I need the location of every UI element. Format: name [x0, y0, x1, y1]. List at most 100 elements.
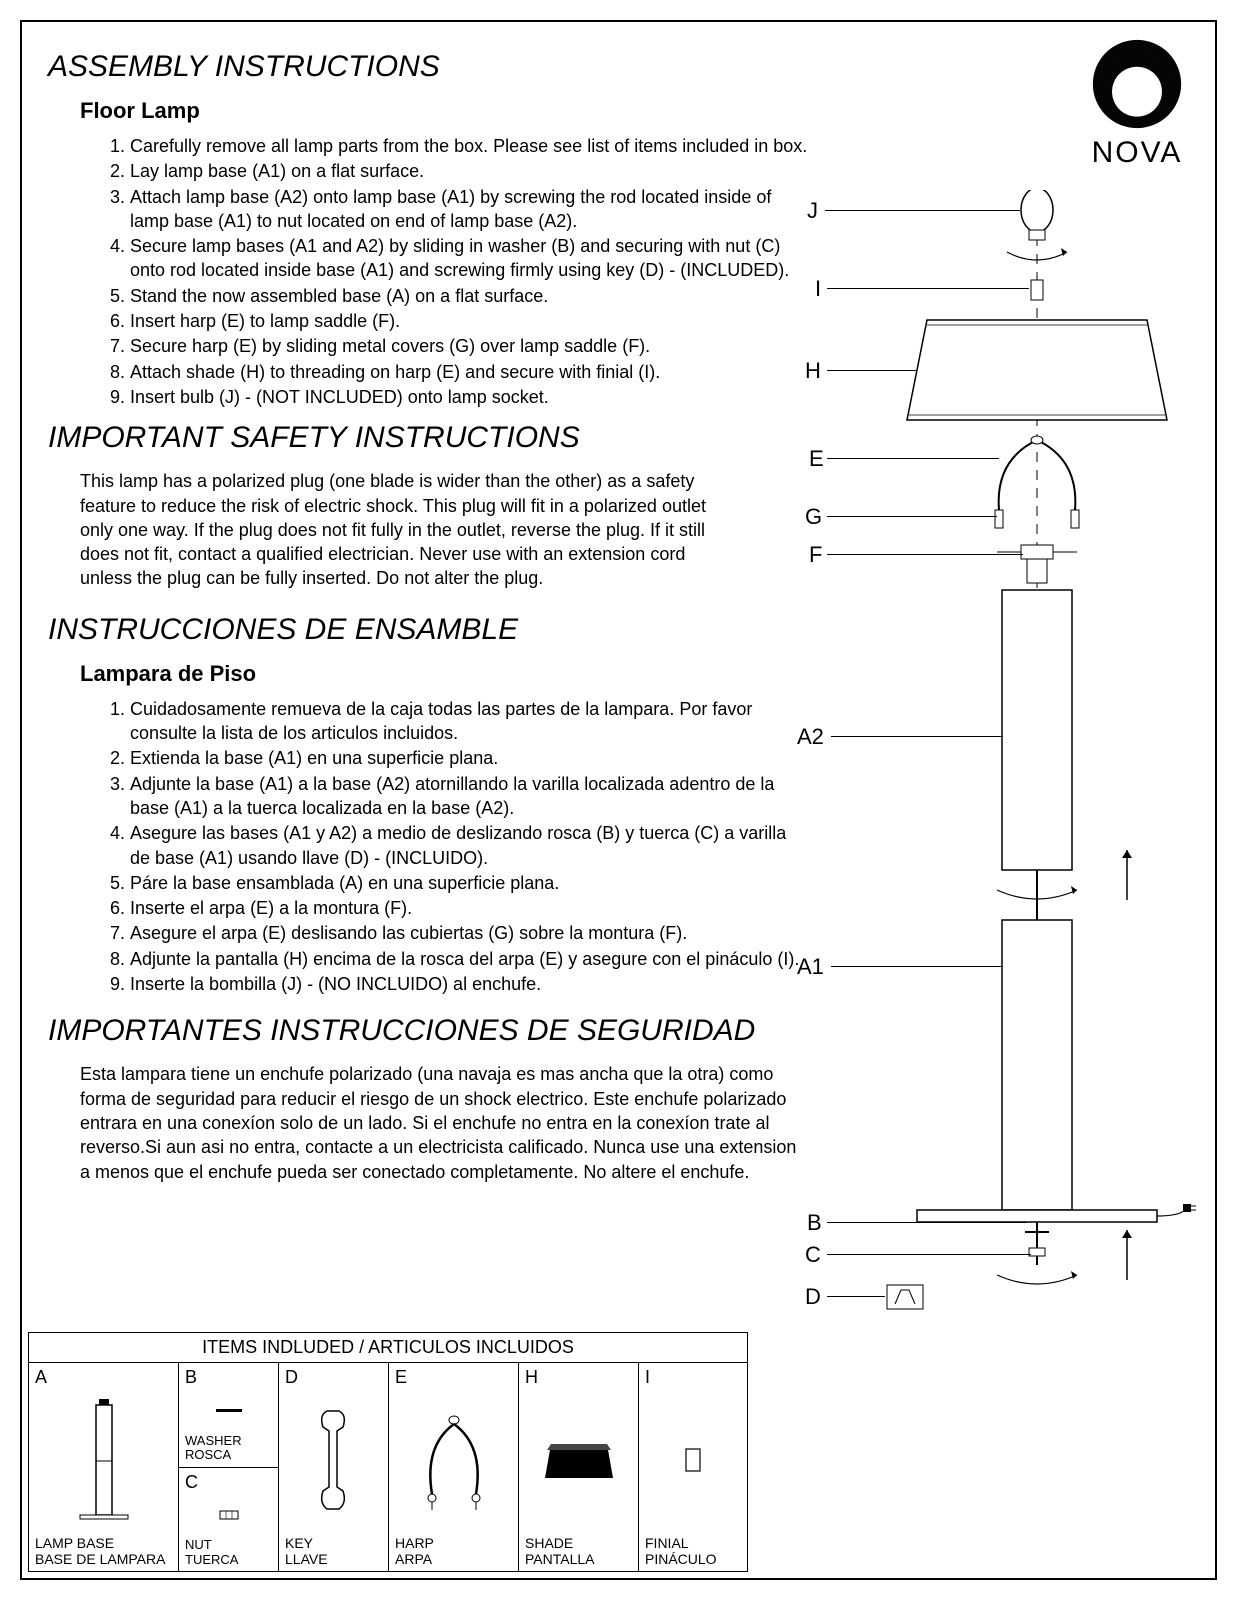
logo-text: NOVA — [1089, 136, 1185, 170]
leader — [827, 1296, 885, 1297]
assembly-subtitle-es: Lampara de Piso — [80, 661, 808, 687]
step-item: Cuidadosamente remueva de la caja todas … — [130, 697, 808, 746]
label-D: D — [805, 1284, 821, 1310]
label-text: NUT — [185, 1537, 212, 1552]
step-item: Asegure el arpa (E) deslisando las cubie… — [130, 921, 808, 945]
harp-icon — [395, 1388, 512, 1535]
leader — [827, 516, 997, 517]
cell-I: I FINIAL PINÁCULO — [639, 1363, 747, 1571]
label-text: TUERCA — [185, 1552, 238, 1567]
label-text: BASE DE LAMPARA — [35, 1551, 165, 1567]
nova-logo: NOVA — [1089, 36, 1185, 170]
cell-label: SHADE PANTALLA — [525, 1535, 632, 1567]
label-C: C — [805, 1242, 821, 1268]
step-item: Adjunte la base (A1) a la base (A2) ator… — [130, 772, 808, 821]
cell-letter: B — [185, 1367, 272, 1388]
content-column: ASSEMBLY INSTRUCTIONS Floor Lamp Careful… — [48, 40, 808, 1200]
cell-A: A LAMP BASE BASE DE LAMPARA — [29, 1363, 179, 1571]
label-text: HARP — [395, 1535, 434, 1551]
step-item: Páre la base ensamblada (A) en una super… — [130, 871, 808, 895]
leader — [831, 736, 1003, 737]
label-G: G — [805, 504, 822, 530]
label-J: J — [807, 198, 818, 224]
cell-BC: B WASHER ROSCA C NUT TUERCA — [179, 1363, 279, 1571]
cell-label: LAMP BASE BASE DE LAMPARA — [35, 1535, 172, 1567]
step-item: Secure harp (E) by sliding metal covers … — [130, 334, 808, 358]
step-item: Adjunte la pantalla (H) encima de la ros… — [130, 947, 808, 971]
items-row: A LAMP BASE BASE DE LAMPARA B W — [29, 1363, 747, 1571]
items-included-box: ITEMS INDLUDED / ARTICULOS INCLUIDOS A L… — [28, 1332, 748, 1572]
cell-letter: C — [185, 1472, 272, 1493]
cell-label: NUT TUERCA — [185, 1538, 272, 1567]
key-icon — [285, 1388, 382, 1535]
assembly-subtitle-en: Floor Lamp — [80, 98, 808, 124]
step-item: Asegure las bases (A1 y A2) a medio de d… — [130, 821, 808, 870]
step-item: Secure lamp bases (A1 and A2) by sliding… — [130, 234, 808, 283]
steps-list-en: Carefully remove all lamp parts from the… — [130, 134, 808, 409]
cell-E: E HARP ARPA — [389, 1363, 519, 1571]
leader — [827, 1254, 1031, 1255]
leader — [827, 554, 1023, 555]
step-item: Stand the now assembled base (A) on a fl… — [130, 284, 808, 308]
assembly-title-es: INSTRUCCIONES DE ENSAMBLE — [48, 613, 808, 647]
cell-B: B WASHER ROSCA — [179, 1363, 278, 1468]
cell-letter: D — [285, 1367, 382, 1388]
leader — [831, 966, 1003, 967]
step-item: Inserte la bombilla (J) - (NO INCLUIDO) … — [130, 972, 808, 996]
cell-label: FINIAL PINÁCULO — [645, 1535, 741, 1567]
leader — [827, 458, 999, 459]
nut-icon — [216, 1508, 242, 1522]
label-text: SHADE — [525, 1535, 573, 1551]
label-text: PINÁCULO — [645, 1551, 717, 1567]
leader — [827, 288, 1029, 289]
items-header: ITEMS INDLUDED / ARTICULOS INCLUIDOS — [29, 1333, 747, 1363]
label-H: H — [805, 358, 821, 384]
cell-H: H SHADE PANTALLA — [519, 1363, 639, 1571]
label-A2: A2 — [797, 724, 824, 750]
label-A1: A1 — [797, 954, 824, 980]
step-item: Insert harp (E) to lamp saddle (F). — [130, 309, 808, 333]
label-text: KEY — [285, 1535, 313, 1551]
cell-C: C NUT TUERCA — [179, 1468, 278, 1572]
label-I: I — [815, 276, 821, 302]
safety-text-es: Esta lampara tiene un enchufe polarizado… — [80, 1062, 800, 1183]
label-text: ARPA — [395, 1551, 432, 1567]
washer-label: WASHER ROSCA — [185, 1434, 272, 1463]
exploded-diagram: J I H E G F A2 A1 B C D — [777, 190, 1197, 1340]
cell-letter: E — [395, 1367, 512, 1388]
cell-letter: I — [645, 1367, 741, 1388]
safety-title-en: IMPORTANT SAFETY INSTRUCTIONS — [48, 421, 808, 455]
safety-text-en: This lamp has a polarized plug (one blad… — [80, 469, 740, 590]
label-F: F — [809, 542, 822, 568]
step-item: Lay lamp base (A1) on a flat surface. — [130, 159, 808, 183]
label-text: LLAVE — [285, 1551, 328, 1567]
leader — [827, 1222, 1027, 1223]
finial-icon — [645, 1388, 741, 1535]
label-text: LAMP BASE — [35, 1535, 114, 1551]
step-item: Attach lamp base (A2) onto lamp base (A1… — [130, 185, 808, 234]
step-item: Attach shade (H) to threading on harp (E… — [130, 360, 808, 384]
washer-icon — [214, 1407, 244, 1415]
lamp-diagram-svg — [777, 190, 1197, 1340]
steps-list-es: Cuidadosamente remueva de la caja todas … — [130, 697, 808, 997]
assembly-title-en: ASSEMBLY INSTRUCTIONS — [48, 50, 808, 84]
cell-label: HARP ARPA — [395, 1535, 512, 1567]
cell-D: D KEY LLAVE — [279, 1363, 389, 1571]
safety-title-es: IMPORTANTES INSTRUCCIONES DE SEGURIDAD — [48, 1014, 808, 1048]
step-item: Carefully remove all lamp parts from the… — [130, 134, 808, 158]
lamp-base-icon — [35, 1388, 172, 1535]
step-item: Inserte el arpa (E) a la montura (F). — [130, 896, 808, 920]
shade-icon — [525, 1388, 632, 1535]
leader — [825, 210, 1020, 211]
cell-label: KEY LLAVE — [285, 1535, 382, 1567]
label-text: PANTALLA — [525, 1551, 595, 1567]
cell-letter: H — [525, 1367, 632, 1388]
step-item: Insert bulb (J) - (NOT INCLUDED) onto la… — [130, 385, 808, 409]
label-text: FINIAL — [645, 1535, 689, 1551]
label-B: B — [807, 1210, 822, 1236]
step-item: Extienda la base (A1) en una superficie … — [130, 746, 808, 770]
label-E: E — [809, 446, 824, 472]
logo-icon — [1089, 36, 1185, 132]
cell-letter: A — [35, 1367, 172, 1388]
leader — [827, 370, 917, 371]
